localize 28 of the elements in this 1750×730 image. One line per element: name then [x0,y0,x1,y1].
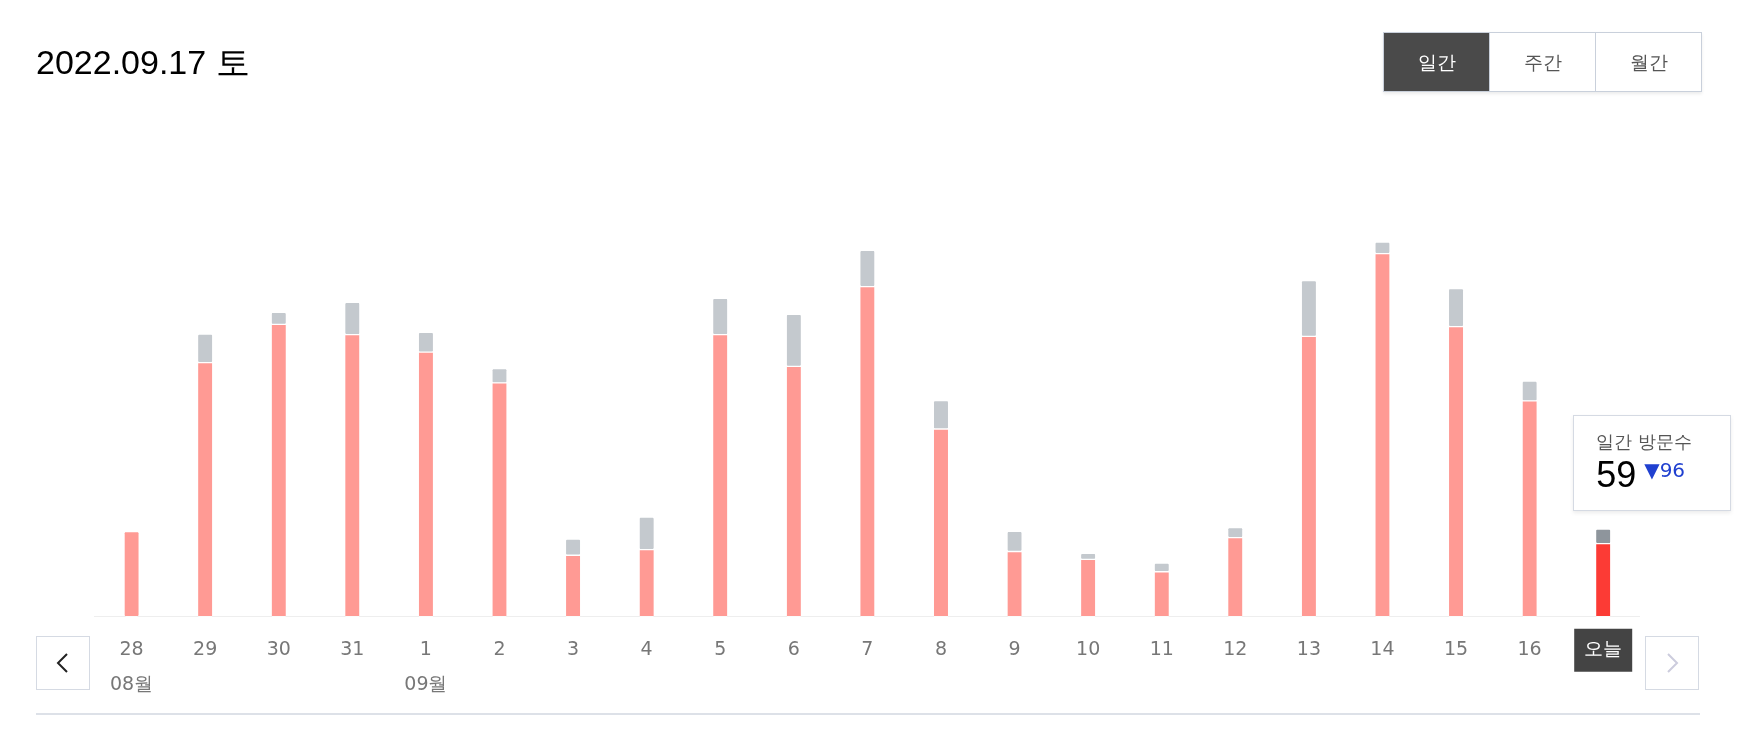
x-tick-label: 1 09월 [404,637,448,695]
x-tick-label: 6 [787,637,800,660]
x-tick-label: 11 [1149,637,1174,660]
x-tick-label: 2 [493,637,506,660]
x-tick-label: 오늘 [1584,637,1623,660]
x-tick-label: 13 [1296,637,1321,660]
text: ▼96 [1644,458,1686,483]
text: 일간 [1384,33,1489,91]
text: 주간 [1489,33,1595,91]
x-tick-label: 4 [640,637,653,660]
x-tick-label: 30 [266,637,291,660]
x-tick-label: 9 [1008,637,1021,660]
annotation: 일간 방문수 [1596,430,1693,454]
x-tick-label: 5 [714,637,727,660]
x-tick-label: 7 [861,637,874,660]
x-tick-label: 12 [1223,637,1248,660]
x-tick-label: 14 [1370,637,1395,660]
x-tick-label: 16 [1517,637,1542,660]
x-tick-label: 15 [1443,637,1469,660]
x-tick-label: 29 [193,637,218,660]
x-tick-label: 8 [934,637,948,660]
chart-title: 2022.09.17 토 [36,42,250,83]
x-tick-label: 3 [567,637,580,660]
x-tick-label: 28 08월 [109,637,154,695]
x-tick-label: 31 [340,637,365,660]
x-tick-label: 10 [1076,637,1101,660]
annotation: 59 [1596,454,1637,497]
text: 월간 [1595,33,1701,91]
